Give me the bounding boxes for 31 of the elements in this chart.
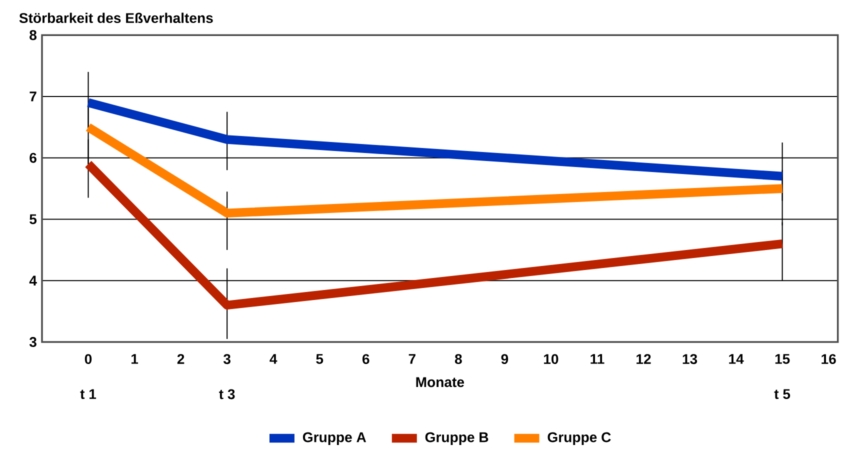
legend-label: Gruppe B [425, 432, 488, 446]
y-tick-label: 4 [29, 276, 37, 286]
y-tick-label: 3 [29, 337, 36, 348]
text: t 1 [80, 389, 96, 400]
x-tick-label: 2 [177, 354, 184, 364]
x-tick-label: 6 [362, 354, 370, 364]
legend-label: Gruppe A [302, 432, 366, 446]
y-tick-label: 8 [30, 30, 37, 40]
x-tick-label: 10 [544, 354, 558, 364]
x-tick-label: 15 [775, 354, 790, 364]
text: t 5 [774, 389, 790, 400]
x-tick-label: 0 [84, 354, 92, 364]
x-tick-label: 9 [501, 354, 508, 364]
x-tick-label: 16 [822, 354, 836, 364]
x-tick-label: 1 [132, 354, 138, 364]
x-tick-label: 8 [454, 354, 462, 364]
x-tick-label: 7 [408, 354, 416, 364]
x-tick-label: 11 [590, 354, 604, 364]
y-tick-label: 7 [30, 92, 36, 102]
x-axis-title: Monate [416, 377, 464, 388]
text: t 3 [219, 389, 235, 400]
y-tick-label: 5 [30, 214, 37, 224]
x-tick-label: 3 [223, 354, 230, 364]
x-tick-label: 5 [316, 354, 324, 364]
y-tick-label: 6 [30, 152, 36, 163]
chart-title: Störbarkeit des Eßverhaltens [19, 12, 213, 24]
legend-label: Gruppe C [548, 432, 611, 446]
x-tick-label: 14 [729, 354, 744, 364]
x-tick-label: 13 [682, 354, 698, 364]
x-tick-label: 4 [270, 354, 278, 364]
x-tick-label: 12 [636, 354, 651, 364]
